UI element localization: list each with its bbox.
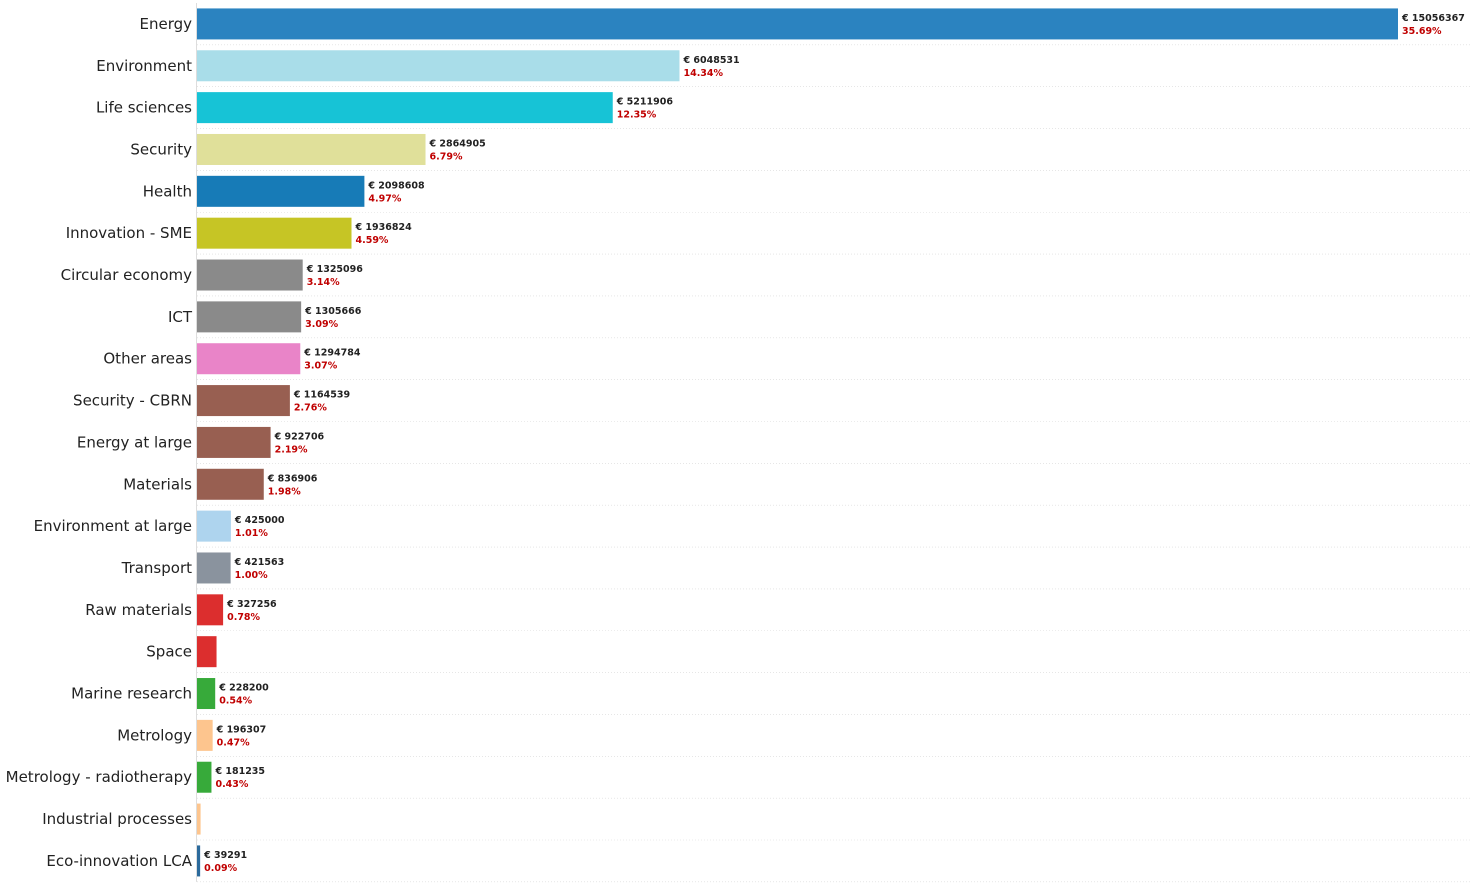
category-label-life-sciences: Life sciences: [96, 99, 192, 117]
bar-space[interactable]: [197, 636, 217, 668]
bar-transport[interactable]: [197, 552, 231, 584]
percent-label-environment: 14.34%: [683, 68, 723, 79]
category-label-environment-at-large: Environment at large: [34, 517, 192, 535]
value-label-environment-at-large: € 425000: [234, 515, 285, 526]
value-label-innovation-sme: € 1936824: [354, 222, 412, 233]
value-label-security-cbrn: € 1164539: [293, 390, 350, 401]
bar-life-sciences[interactable]: [197, 92, 613, 124]
bar-health[interactable]: [197, 175, 365, 207]
category-label-materials: Materials: [123, 475, 192, 493]
category-labels-group: Energy Environment Life sciences Security He…: [6, 15, 193, 870]
value-label-marine-research: € 228200: [218, 683, 269, 694]
row-separators: [197, 44, 1472, 883]
bar-marine-research[interactable]: [197, 678, 216, 710]
category-label-environment: Environment: [96, 57, 192, 75]
category-label-security-cbrn: Security - CBRN: [73, 392, 192, 410]
percent-label-security: 6.79%: [430, 151, 463, 162]
value-label-energy-at-large: € 922706: [274, 431, 325, 442]
percent-label-marine-research: 0.54%: [219, 696, 252, 707]
category-label-eco-innovation-lca: Eco-innovation LCA: [46, 852, 192, 870]
percent-label-metrology: 0.47%: [217, 737, 250, 748]
category-label-circular-economy: Circular economy: [61, 266, 192, 284]
category-label-metrology: Metrology: [117, 726, 192, 744]
bar-security-cbrn[interactable]: [197, 385, 290, 417]
percent-label-circular-economy: 3.14%: [307, 277, 340, 288]
category-label-transport: Transport: [121, 559, 193, 577]
bar-circular-economy[interactable]: [197, 259, 303, 291]
bar-materials[interactable]: [197, 468, 264, 500]
bar-raw-materials[interactable]: [197, 594, 224, 626]
category-label-innovation-sme: Innovation - SME: [66, 224, 192, 242]
bar-ict[interactable]: [197, 301, 302, 333]
category-label-raw-materials: Raw materials: [85, 601, 192, 619]
percent-label-transport: 1.00%: [235, 570, 268, 581]
value-label-circular-economy: € 1325096: [306, 264, 364, 275]
value-label-materials: € 836906: [267, 473, 318, 484]
bar-metrology-radiotherapy[interactable]: [197, 761, 212, 793]
bar-other-areas[interactable]: [197, 343, 301, 375]
percent-label-metrology-radiotherapy: 0.43%: [215, 779, 248, 790]
bar-innovation-sme[interactable]: [197, 217, 352, 249]
bar-metrology[interactable]: [197, 719, 213, 751]
percent-label-innovation-sme: 4.59%: [355, 235, 388, 246]
category-label-metrology-radiotherapy: Metrology - radiotherapy: [6, 768, 192, 786]
category-label-space: Space: [146, 643, 192, 661]
value-label-eco-innovation-lca: € 39291: [203, 850, 247, 861]
bar-environment-at-large[interactable]: [197, 510, 231, 542]
value-label-health: € 2098608: [367, 180, 425, 191]
percent-label-energy: 35.69%: [1402, 26, 1442, 37]
bar-security[interactable]: [197, 133, 426, 165]
value-label-environment: € 6048531: [682, 55, 739, 66]
percent-label-materials: 1.98%: [268, 486, 301, 497]
bar-energy-at-large[interactable]: [197, 426, 271, 458]
value-label-raw-materials: € 327256: [226, 599, 277, 610]
value-label-ict: € 1305666: [304, 306, 362, 317]
value-label-security: € 2864905: [429, 138, 486, 149]
value-label-energy: € 15056367: [1401, 13, 1465, 24]
category-label-marine-research: Marine research: [71, 685, 192, 703]
percent-label-environment-at-large: 1.01%: [235, 528, 268, 539]
percent-label-energy-at-large: 2.19%: [275, 444, 308, 455]
value-labels-group: € 15056367 35.69% € 6048531 14.34% € 5211906…: [203, 13, 1465, 874]
category-label-security: Security: [130, 140, 192, 158]
percent-label-health: 4.97%: [368, 193, 401, 204]
category-label-other-areas: Other areas: [103, 350, 192, 368]
value-label-metrology-radiotherapy: € 181235: [214, 766, 265, 777]
value-label-metrology: € 196307: [216, 724, 267, 735]
percent-label-security-cbrn: 2.76%: [294, 403, 327, 414]
value-label-life-sciences: € 5211906: [616, 97, 674, 108]
category-label-energy: Energy: [139, 15, 192, 33]
category-label-industrial-processes: Industrial processes: [42, 810, 192, 828]
percent-label-ict: 3.09%: [305, 319, 338, 330]
category-label-energy-at-large: Energy at large: [77, 433, 192, 451]
bar-industrial-processes[interactable]: [197, 803, 201, 835]
category-label-ict: ICT: [168, 308, 193, 326]
value-label-transport: € 421563: [234, 557, 285, 568]
bars-group: [197, 8, 1398, 877]
bar-environment[interactable]: [197, 50, 680, 82]
percent-label-eco-innovation-lca: 0.09%: [204, 863, 237, 874]
percent-label-life-sciences: 12.35%: [617, 110, 657, 121]
category-label-health: Health: [143, 182, 192, 200]
percent-label-other-areas: 3.07%: [304, 361, 337, 372]
percent-label-raw-materials: 0.78%: [227, 612, 260, 623]
bar-energy[interactable]: [197, 8, 1398, 40]
value-label-other-areas: € 1294784: [303, 348, 361, 359]
bar-eco-innovation-lca[interactable]: [197, 845, 201, 877]
